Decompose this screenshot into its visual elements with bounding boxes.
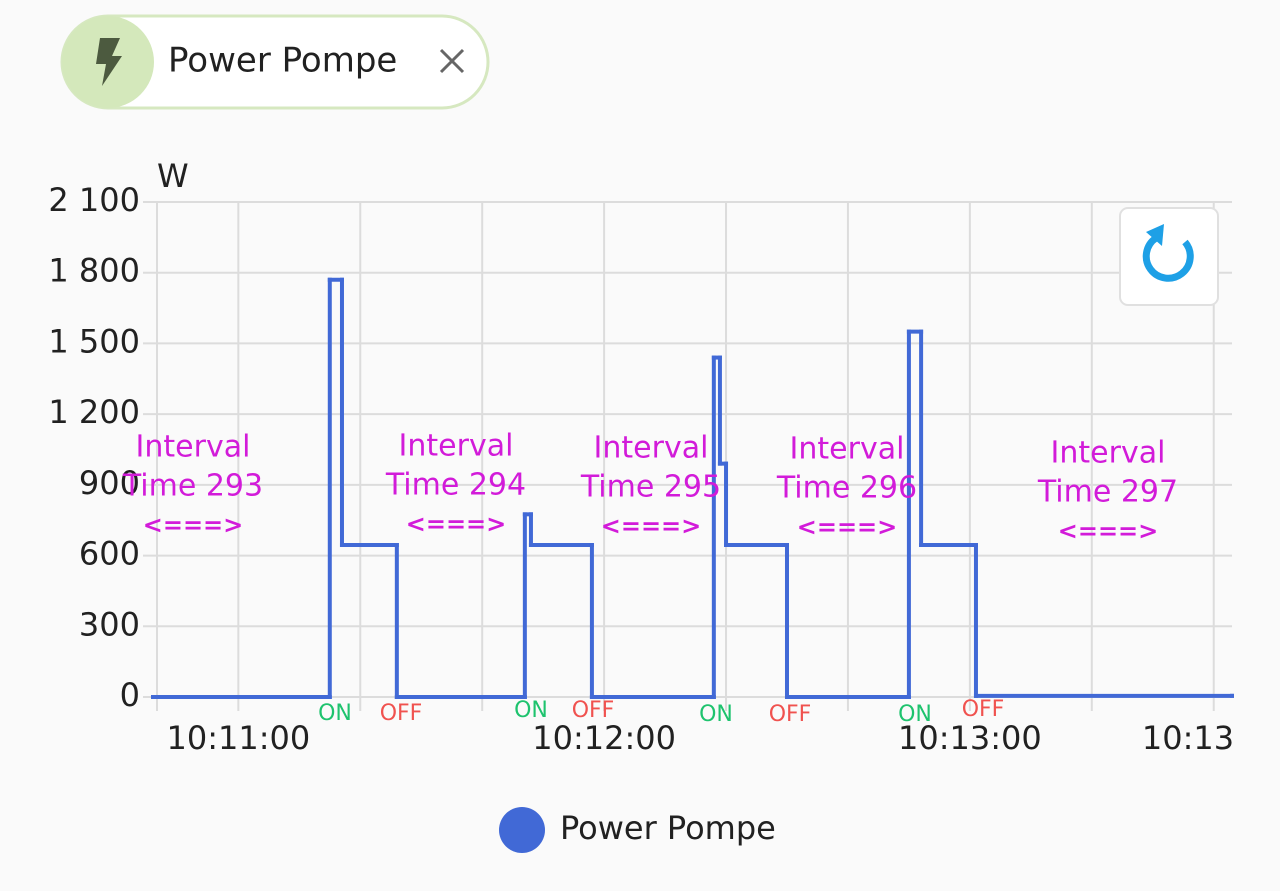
state-marker: OFF: [769, 702, 812, 727]
state-marker: ON: [898, 702, 932, 727]
x-tick-label: 10:11:00: [166, 719, 310, 757]
plot: 0 300 600 900 1 200 1 500 1 800 2 100 10:11:00 10…: [48, 181, 1280, 853]
restore-arrow: [1146, 224, 1164, 246]
state-marker: OFF: [380, 701, 423, 726]
annotation: <===>: [797, 513, 898, 541]
annotation: Interval: [594, 431, 709, 466]
close-icon[interactable]: [439, 48, 465, 74]
y-tick-label: 600: [79, 535, 140, 573]
annotation: Interval: [790, 432, 905, 467]
restore-bg[interactable]: [1119, 207, 1219, 306]
state-marker: OFF: [962, 697, 1005, 722]
annotation: Time 297: [1037, 475, 1178, 510]
annotation: Time 293: [122, 469, 263, 504]
entity-chip[interactable]: Power Pompe: [60, 14, 490, 110]
y-axis-label: W: [157, 157, 189, 195]
y-tick-label: 0: [120, 676, 140, 714]
x-tick-label: 10:13:00: [898, 719, 1042, 757]
restore-button[interactable]: [1119, 207, 1219, 306]
annotation: <===>: [406, 510, 507, 538]
y-tick-label: 1 200: [48, 393, 140, 431]
annotation: Interval: [1051, 436, 1166, 471]
state-marker: ON: [318, 701, 352, 726]
y-tick-label: 900: [79, 464, 140, 502]
annotation: Time 296: [776, 471, 917, 506]
annotation: Interval: [136, 430, 251, 465]
y-tick-label: 1 500: [48, 322, 140, 360]
annotation: Time 295: [580, 470, 721, 505]
y-tick-label: 300: [79, 605, 140, 643]
state-marker: OFF: [572, 698, 615, 723]
legend-label: Power Pompe: [560, 809, 776, 847]
annotation: Interval: [399, 429, 514, 464]
legend-swatch: [499, 807, 545, 853]
restore-arc: [1142, 235, 1194, 282]
annotation: <===>: [601, 512, 702, 540]
x-tick-label: 10:13:40: [1142, 719, 1280, 757]
annotation: Time 294: [385, 468, 526, 503]
bolt-icon: [96, 38, 122, 86]
state-marker: ON: [699, 702, 733, 727]
y-tick-label: 2 100: [48, 181, 140, 219]
y-tick-label: 1 800: [48, 252, 140, 290]
x-tick-label: 10:12:00: [532, 719, 676, 757]
annotation: <===>: [143, 511, 244, 539]
state-marker: ON: [514, 698, 548, 723]
annotation: <===>: [1058, 517, 1159, 545]
chip-label: Power Pompe: [168, 41, 397, 81]
